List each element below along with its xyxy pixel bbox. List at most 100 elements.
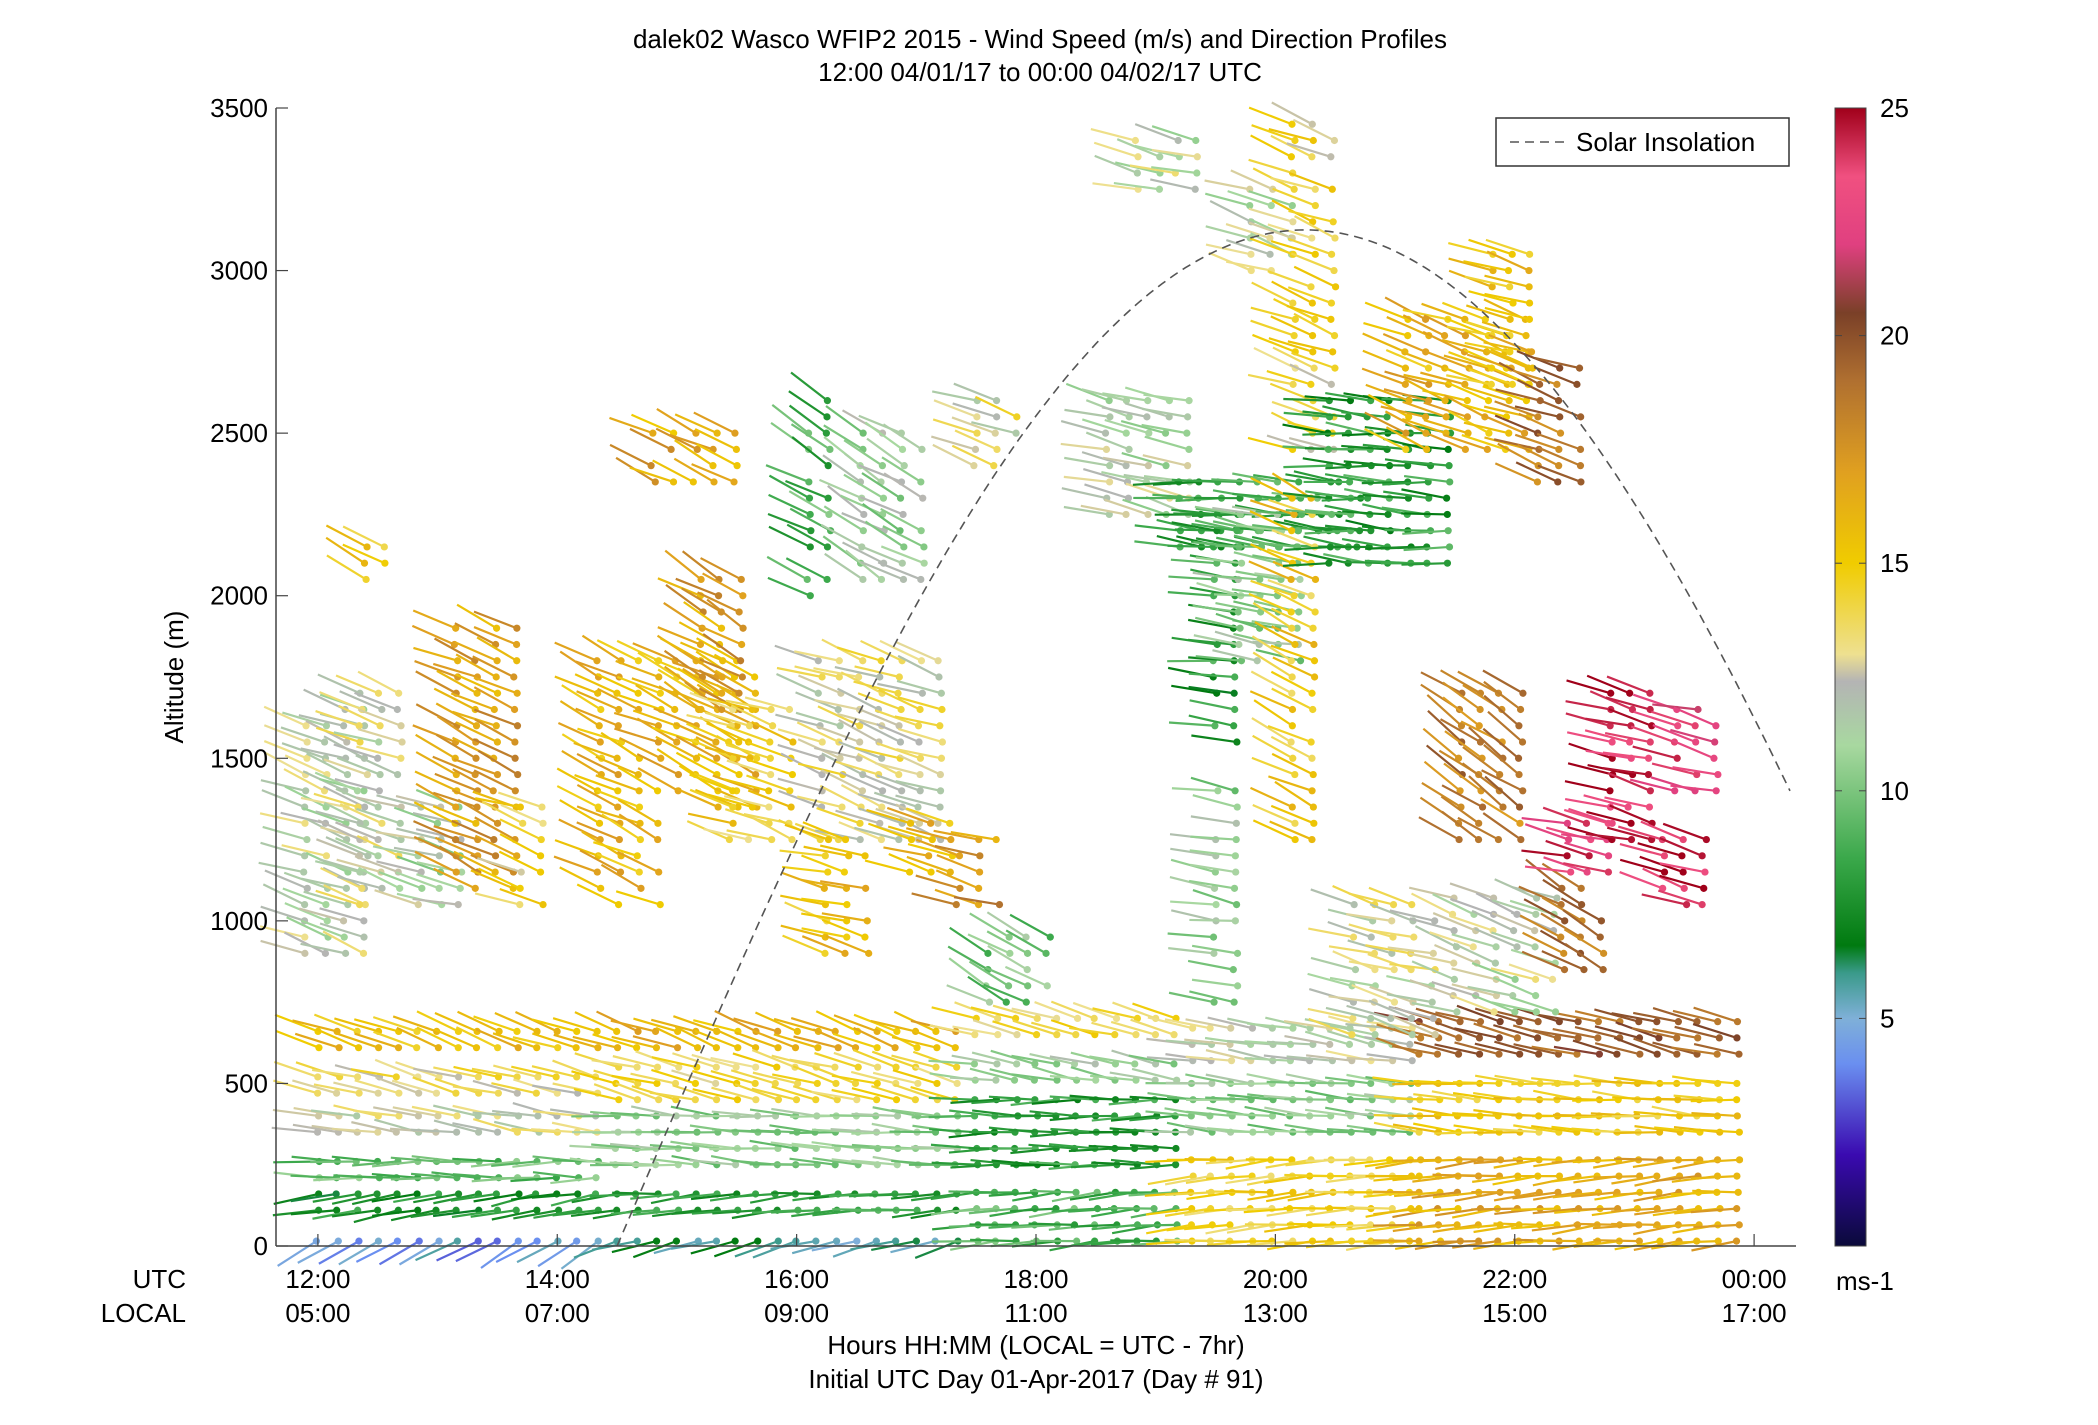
wind-barb-staff	[1168, 575, 1215, 581]
wind-barb-point	[435, 1237, 443, 1245]
wind-barb-point	[342, 884, 350, 892]
wind-barb-point	[936, 787, 945, 795]
wind-barb-staff	[1583, 794, 1629, 809]
wind-barb-point	[856, 738, 864, 746]
wind-barb-staff	[1389, 909, 1435, 922]
wind-barb-staff	[284, 785, 327, 809]
wind-barb-point	[553, 1089, 561, 1097]
wind-barb-staff	[883, 472, 924, 500]
wind-barb-point	[374, 1089, 382, 1097]
wind-barb-staff	[550, 1192, 596, 1207]
wind-barb-staff	[1205, 1096, 1252, 1101]
wind-barb-staff	[991, 1159, 1038, 1166]
wind-barb-point	[1415, 1128, 1423, 1136]
wind-barb-staff	[453, 1065, 499, 1078]
wind-barb-staff	[1156, 518, 1202, 532]
wind-barb-staff	[1104, 498, 1149, 516]
wind-barb-staff	[306, 752, 348, 776]
wind-barb-staff	[1441, 338, 1487, 353]
wind-barb-staff	[883, 846, 929, 857]
wind-barb-point	[517, 868, 525, 876]
wind-barb-point	[373, 1190, 381, 1198]
wind-barb-point	[1237, 657, 1246, 665]
wind-barb-point	[494, 1073, 503, 1081]
wind-barb-staff	[1249, 510, 1293, 532]
wind-barb-staff	[1457, 816, 1499, 841]
wind-barb-staff	[612, 1055, 658, 1069]
wind-barb-point	[514, 1044, 522, 1052]
wind-barb-staff	[1432, 1191, 1479, 1199]
wind-barb-point	[898, 559, 906, 567]
wind-barb-staff	[1273, 589, 1316, 613]
wind-barb-point	[516, 901, 524, 909]
wind-barb-staff	[316, 838, 360, 857]
wind-barb-staff	[1368, 999, 1412, 1020]
wind-barb-point	[301, 949, 309, 957]
wind-barb-staff	[1253, 474, 1299, 484]
wind-barb-staff	[1252, 333, 1296, 353]
wind-barb-point	[917, 478, 925, 486]
wind-barb-staff	[1373, 1174, 1420, 1182]
wind-barb-staff	[1484, 292, 1530, 305]
wind-barb-staff	[310, 1109, 357, 1118]
colorbar-tick-label: 25	[1880, 93, 1909, 123]
wind-barb-staff	[272, 1108, 319, 1118]
wind-barb-point	[452, 624, 460, 632]
wind-barb-staff	[1324, 1076, 1371, 1085]
wind-barb-point	[1596, 933, 1604, 941]
wind-barb-staff	[1190, 863, 1236, 874]
wind-barb-staff	[711, 1110, 758, 1118]
wind-barb-staff	[651, 1018, 697, 1033]
wind-barb-point	[1384, 510, 1392, 519]
wind-barb-staff	[949, 926, 989, 955]
wind-barb-point	[916, 705, 924, 714]
wind-barb-staff	[1167, 932, 1214, 939]
wind-barb-point	[1247, 266, 1255, 275]
wind-barb-point	[692, 1161, 700, 1169]
wind-barb-staff	[353, 1018, 399, 1033]
wind-barb-staff	[1224, 1189, 1271, 1194]
wind-barb-staff	[695, 443, 738, 467]
wind-barb-staff	[1401, 417, 1447, 435]
wind-barb-staff	[616, 675, 661, 695]
wind-barb-point	[1191, 185, 1199, 193]
wind-barb-point	[1441, 397, 1449, 405]
wind-barb-staff	[1225, 223, 1271, 240]
wind-barb-staff	[911, 892, 957, 906]
wind-barb-staff	[1267, 270, 1312, 288]
wind-barb-staff	[669, 433, 714, 451]
wind-barb-staff	[452, 1122, 498, 1134]
wind-barb-point	[1627, 819, 1635, 827]
wind-barb-point	[1733, 1205, 1741, 1213]
wind-barb-staff	[905, 807, 951, 825]
wind-barb-point	[452, 868, 460, 876]
wind-barb-point	[539, 819, 547, 827]
wind-barb-point	[1556, 364, 1564, 372]
wind-barb-staff	[1288, 171, 1333, 191]
wind-barb-staff	[1050, 1019, 1096, 1036]
wind-barb-point	[314, 1112, 323, 1120]
wind-barb-point	[321, 949, 330, 957]
wind-barb-staff	[1372, 1223, 1420, 1227]
wind-barb-staff	[967, 933, 1011, 955]
wind-barb-point	[378, 884, 386, 892]
wind-barb-staff	[680, 641, 724, 662]
wind-barb-staff	[1081, 388, 1127, 402]
wind-barb-staff	[1691, 1112, 1738, 1118]
wind-barb-point	[1296, 575, 1304, 584]
wind-barb-staff	[1632, 1011, 1679, 1023]
wind-barb-point	[491, 868, 499, 876]
wind-barb-point	[748, 705, 756, 714]
wind-barb-staff	[673, 1015, 718, 1033]
wind-barb-staff	[1690, 1098, 1737, 1103]
wind-barb-point	[1226, 1221, 1234, 1229]
wind-barb-point	[1583, 868, 1591, 876]
wind-barb-staff	[711, 1086, 757, 1101]
wind-barb-staff	[1069, 1191, 1116, 1201]
wind-barb-staff	[1191, 978, 1238, 987]
wind-barb-staff	[864, 859, 910, 874]
wind-barb-staff	[315, 726, 361, 744]
wind-barb-point	[652, 1237, 661, 1245]
wind-barb-staff	[1606, 675, 1651, 695]
wind-barb-staff	[1108, 1098, 1155, 1106]
